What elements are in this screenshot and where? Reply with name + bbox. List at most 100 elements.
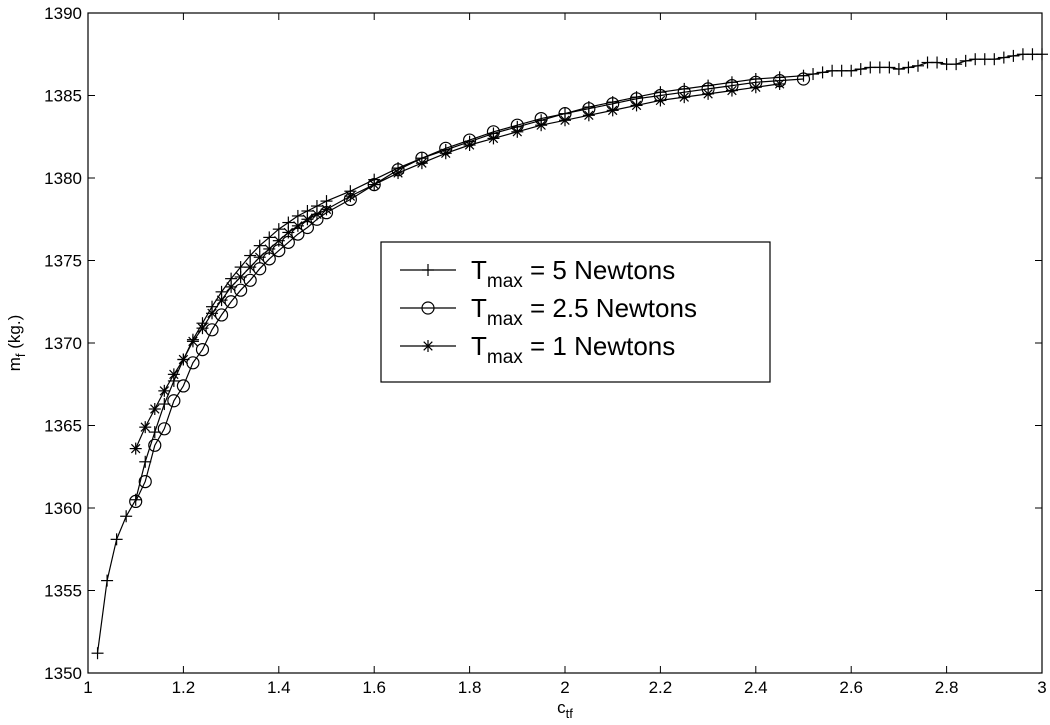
data-point (148, 403, 161, 415)
x-tick-label: 1.6 (362, 678, 386, 697)
legend-label: Tmax = 2.5 Newtons (471, 293, 697, 330)
data-point (272, 223, 285, 236)
x-tick-label: 2.6 (839, 678, 863, 697)
data-point (263, 231, 276, 244)
data-point (320, 203, 333, 216)
x-tick-label: 2 (560, 678, 569, 697)
legend-marker (421, 301, 435, 315)
data-point (702, 87, 715, 100)
legend-marker (422, 264, 434, 276)
legend-entry: Tmax = 5 Newtons (400, 255, 675, 292)
data-point (950, 58, 963, 71)
data-point (139, 421, 152, 434)
data-point (796, 72, 811, 86)
data-point (883, 61, 896, 74)
series-line (135, 83, 780, 449)
data-point (225, 280, 238, 293)
x-tick-label: 1.2 (172, 678, 196, 697)
data-point (110, 533, 123, 546)
data-point (120, 510, 133, 523)
data-point (272, 234, 285, 247)
data-point (263, 242, 276, 255)
x-axis-label: ctf (557, 698, 573, 721)
data-point (167, 394, 181, 408)
data-point (224, 295, 238, 309)
data-point (129, 442, 142, 455)
data-point (463, 139, 476, 151)
y-tick-label: 1380 (44, 169, 82, 188)
x-tick-label: 2.4 (744, 678, 768, 697)
data-point (215, 294, 228, 307)
data-point (186, 335, 199, 348)
data-point (205, 323, 219, 337)
data-point (902, 61, 915, 74)
data-point (1007, 49, 1020, 62)
x-tick-label: 2.8 (935, 678, 959, 697)
y-tick-label: 1350 (44, 664, 82, 683)
data-point (310, 208, 323, 221)
data-point (158, 384, 171, 397)
data-point (195, 343, 210, 357)
data-point (845, 64, 858, 77)
data-point (797, 69, 810, 82)
data-point (654, 94, 667, 107)
x-tick-label: 2.2 (649, 678, 673, 697)
series-layer (91, 48, 1048, 660)
legend-box (380, 241, 771, 383)
x-tick-label: 1 (83, 678, 92, 697)
data-point (807, 68, 820, 81)
data-point (91, 647, 104, 660)
data-point (816, 66, 829, 79)
data-point (415, 157, 428, 170)
data-point (176, 379, 190, 393)
data-point (368, 178, 381, 191)
data-point (678, 91, 691, 104)
data-point (1036, 48, 1048, 61)
data-point (139, 455, 152, 468)
data-point (244, 249, 257, 262)
data-point (282, 226, 295, 239)
x-tick-label: 3 (1037, 678, 1046, 697)
data-point (773, 77, 786, 90)
data-point (157, 422, 171, 436)
data-point (344, 190, 357, 203)
y-tick-label: 1360 (44, 499, 82, 518)
y-tick-label: 1390 (44, 4, 82, 23)
data-point (997, 51, 1010, 64)
data-point (931, 56, 944, 69)
x-tick-label: 1.4 (267, 678, 291, 697)
data-point (892, 63, 905, 76)
data-point (487, 132, 500, 145)
data-point (138, 475, 152, 489)
data-point (559, 114, 571, 127)
data-point (196, 322, 209, 335)
data-point (148, 438, 162, 452)
data-point (214, 308, 229, 322)
legend-marker (422, 340, 434, 352)
series-3 (129, 77, 786, 455)
data-point (206, 307, 219, 320)
data-point (253, 239, 266, 252)
data-point (291, 219, 304, 232)
data-point (234, 271, 247, 283)
y-tick-label: 1370 (44, 334, 82, 353)
legend-label: Tmax = 1 Newtons (471, 331, 675, 368)
data-point (167, 368, 180, 381)
data-point (511, 125, 524, 138)
axis-ticks: 1 1.2 1.4 1.6 1.8 2 2.2 2.4 2.6 2.8 3 1350 1355 1360 1… (44, 4, 1047, 697)
data-point (301, 213, 314, 226)
data-point (749, 81, 762, 94)
data-point (177, 353, 190, 366)
data-point (854, 63, 867, 76)
data-point (535, 119, 548, 132)
y-tick-label: 1365 (44, 417, 82, 436)
y-tick-label: 1385 (44, 87, 82, 106)
y-axis-label: mf (kg.) (5, 315, 28, 372)
data-point (606, 104, 619, 117)
data-point (630, 99, 643, 112)
data-point (725, 84, 738, 97)
y-tick-label: 1355 (44, 582, 82, 601)
